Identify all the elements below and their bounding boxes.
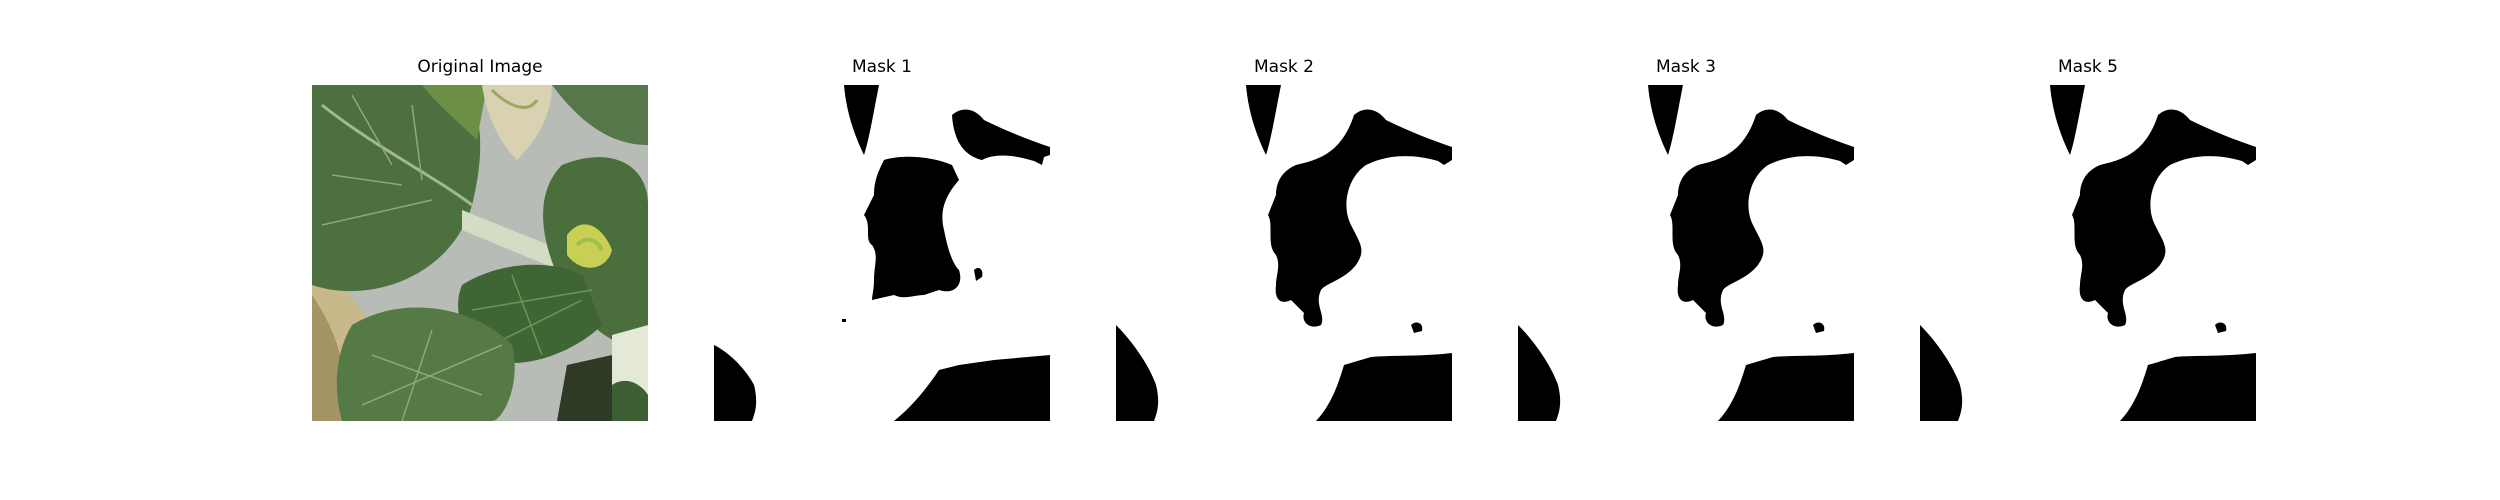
panel-title: Mask 1 bbox=[851, 57, 912, 77]
mask-2-image bbox=[1116, 85, 1452, 421]
mask-3-panel: Mask 3 bbox=[1466, 55, 1906, 435]
panel-title: Original Image bbox=[417, 57, 543, 77]
mask-2-drawing bbox=[1116, 85, 1452, 421]
original-photo-drawing bbox=[312, 85, 648, 421]
original-image-panel: Original Image bbox=[260, 55, 700, 435]
mask-1-panel: Mask 1 bbox=[662, 55, 1102, 435]
mask-3-drawing bbox=[1518, 85, 1854, 421]
mask-5-drawing bbox=[1920, 85, 2256, 421]
panel-title: Mask 3 bbox=[1655, 57, 1716, 77]
original-image bbox=[312, 85, 648, 421]
mask-2-panel: Mask 2 bbox=[1064, 55, 1504, 435]
panel-title: Mask 5 bbox=[2057, 57, 2118, 77]
mask-5-panel: Mask 5 bbox=[1868, 55, 2308, 435]
mask-1-image bbox=[714, 85, 1050, 421]
mask-1-drawing bbox=[714, 85, 1050, 421]
mask-3-image bbox=[1518, 85, 1854, 421]
panel-title: Mask 2 bbox=[1253, 57, 1314, 77]
mask-5-image bbox=[1920, 85, 2256, 421]
